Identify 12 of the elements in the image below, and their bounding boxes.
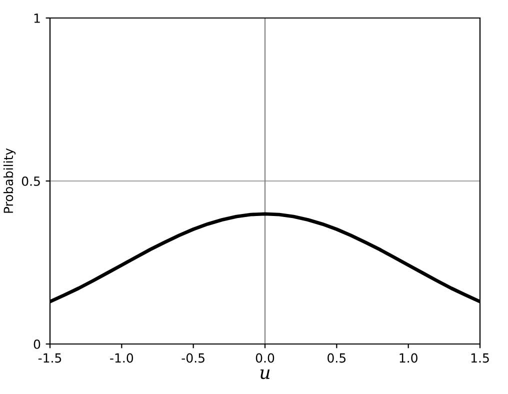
x-tick-label: -0.5: [182, 353, 204, 363]
y-tick-label: 0: [34, 339, 40, 349]
y-axis-title: Probability: [3, 148, 16, 213]
x-tick-label: 0.5: [328, 353, 346, 363]
x-tick-label: 0.0: [256, 353, 274, 363]
x-tick-label: -1.5: [38, 353, 62, 363]
y-tick-label: 1: [34, 14, 40, 23]
x-axis-title: u: [260, 369, 270, 380]
x-tick-label: 1.5: [471, 353, 489, 363]
x-tick-label: 1.0: [400, 353, 418, 363]
x-tick-label: -1.0: [110, 353, 134, 363]
y-tick-label: 0.5: [22, 176, 40, 186]
